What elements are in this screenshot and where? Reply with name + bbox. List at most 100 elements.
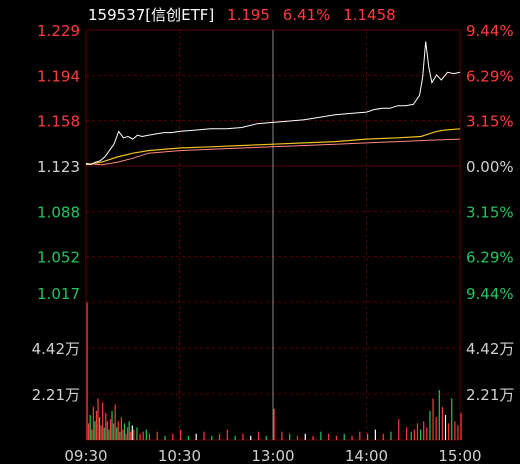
volume-bar [142, 431, 144, 440]
volume-bar [130, 431, 132, 440]
volume-bar [457, 425, 459, 440]
volume-bar [242, 433, 244, 440]
volume-bar [136, 427, 138, 440]
volume-tick-label-right: 4.42万 [466, 340, 514, 358]
y-tick-label-right: 6.29% [466, 67, 514, 85]
volume-bar [111, 410, 113, 440]
y-tick-label-right: 9.44% [466, 22, 514, 40]
security-name: [信创ETF] [145, 6, 215, 24]
y-tick-label-right: 0.00% [466, 158, 514, 176]
volume-bar [296, 435, 299, 440]
y-tick-label-left: 1.123 [37, 158, 80, 176]
volume-bar [86, 302, 88, 440]
volume-bar [405, 427, 408, 440]
last-price: 1.195 [227, 6, 270, 24]
volume-bar [351, 435, 353, 440]
volume-bar [180, 429, 182, 440]
volume-bar [108, 429, 110, 440]
volume-bar [234, 435, 236, 440]
volume-bar [125, 433, 127, 440]
x-tick-label: 09:30 [64, 447, 107, 464]
volume-bar [123, 423, 126, 440]
volume-bar [109, 419, 112, 440]
chart-header: 159537[信创ETF] 1.195 6.41% 1.1458 [88, 4, 396, 25]
volume-bar [382, 433, 384, 440]
volume-bar [423, 421, 425, 440]
axis-labels: 1.229 9.44% 1.194 6.29% 1.158 3.15% 1.123 0.00%… [32, 22, 515, 464]
volume-bar [133, 429, 135, 440]
volume-bars [86, 302, 462, 440]
volume-bar [390, 431, 392, 440]
volume-bar [116, 427, 118, 440]
volume-bar [416, 423, 419, 440]
volume-bar [148, 433, 151, 440]
volume-bar [343, 433, 345, 440]
volume-bar [432, 398, 434, 440]
y-tick-label-right: 3.15% [466, 113, 514, 131]
y-tick-label-left: 1.088 [37, 203, 80, 221]
volume-bar [448, 423, 450, 440]
volume-bar [139, 433, 141, 440]
volume-bar [128, 421, 130, 440]
volume-bar [117, 421, 119, 440]
volume-bar [289, 433, 291, 440]
chart-grid [85, 29, 461, 441]
volume-tick-label-right: 2.21万 [466, 386, 514, 404]
volume-bar [413, 429, 415, 440]
volume-bar [94, 421, 96, 440]
x-tick-label: 13:00 [251, 447, 294, 464]
volume-bar [106, 421, 108, 440]
y-tick-label-left: 1.052 [37, 249, 80, 267]
volume-bar [273, 408, 275, 440]
volume-bar [203, 431, 205, 440]
volume-bar [92, 406, 94, 440]
volume-bar [120, 417, 122, 440]
volume-bar [187, 435, 189, 440]
volume-bar [328, 433, 330, 440]
volume-bar [281, 431, 283, 440]
volume-bar [367, 433, 369, 440]
volume-bar [398, 419, 400, 440]
y-tick-label-left: 1.229 [37, 22, 80, 40]
volume-bar [304, 433, 306, 440]
volume-bar [91, 429, 93, 440]
y-tick-label-right: 6.29% [466, 249, 514, 267]
volume-bar [441, 406, 443, 440]
volume-bar [97, 398, 99, 440]
volume-bar [100, 425, 102, 440]
volume-bar [164, 435, 166, 440]
y-tick-label-right: 9.44% [466, 285, 514, 303]
volume-bar [95, 410, 98, 440]
volume-bar [105, 412, 107, 440]
y-tick-label-left: 1.017 [37, 285, 80, 303]
volume-bar [250, 435, 252, 440]
security-code: 159537 [88, 6, 146, 24]
reference-line [85, 138, 461, 166]
average-line [85, 128, 461, 166]
volume-bar [374, 429, 376, 440]
volume-bar [114, 404, 116, 440]
volume-bar [122, 429, 124, 440]
volume-bar [312, 435, 314, 440]
volume-bar [131, 425, 133, 440]
volume-bar [127, 427, 129, 440]
volume-bar [211, 435, 213, 440]
volume-bar [265, 435, 267, 440]
volume-bar [102, 402, 104, 440]
price-lines [85, 41, 461, 166]
volume-bar [438, 390, 440, 440]
volume-bar [426, 427, 428, 440]
y-tick-label-left: 1.158 [37, 113, 80, 131]
x-tick-label: 14:00 [345, 447, 388, 464]
volume-bar [419, 429, 422, 440]
volume-bar [451, 398, 453, 440]
x-tick-label: 15:00 [438, 447, 481, 464]
x-tick-label: 10:30 [158, 447, 201, 464]
volume-bar [195, 433, 197, 440]
volume-bar [257, 431, 260, 440]
volume-bar [112, 423, 115, 440]
average-price: 1.1458 [343, 6, 396, 24]
volume-bar [89, 415, 91, 440]
y-tick-label-right: 3.15% [466, 203, 514, 221]
